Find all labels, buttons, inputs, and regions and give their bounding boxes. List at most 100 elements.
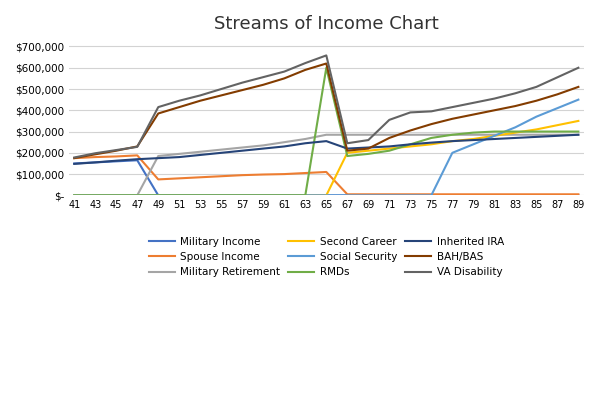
Military Retirement [491, 132, 498, 137]
Second Career [491, 134, 498, 138]
Military Income [365, 193, 372, 198]
Inherited IRA [197, 152, 204, 157]
Military Income [428, 193, 435, 198]
Spouse Income [113, 154, 120, 159]
Second Career [113, 193, 120, 198]
RMDs [533, 129, 540, 134]
Social Security [344, 193, 351, 198]
Inherited IRA [71, 162, 78, 166]
Social Security [470, 142, 477, 147]
Military Retirement [302, 137, 309, 142]
RMDs [197, 193, 204, 198]
Military Income [176, 193, 183, 198]
RMDs [176, 193, 183, 198]
Inherited IRA [92, 160, 99, 165]
Line: Second Career: Second Career [74, 121, 578, 195]
BAH/BAS [218, 93, 225, 98]
Military Retirement [281, 140, 288, 144]
Inherited IRA [491, 137, 498, 142]
RMDs [575, 129, 582, 134]
Line: Military Retirement: Military Retirement [74, 135, 578, 195]
VA Disability [218, 87, 225, 92]
RMDs [281, 193, 288, 198]
BAH/BAS [386, 136, 393, 140]
Military Retirement [365, 132, 372, 137]
BAH/BAS [575, 84, 582, 89]
Social Security [386, 193, 393, 198]
VA Disability [428, 109, 435, 114]
Second Career [239, 193, 246, 198]
Military Income [533, 193, 540, 198]
Line: VA Disability: VA Disability [74, 56, 578, 158]
VA Disability [344, 141, 351, 146]
Military Retirement [71, 193, 78, 198]
RMDs [92, 193, 99, 198]
RMDs [71, 193, 78, 198]
BAH/BAS [239, 88, 246, 92]
Inherited IRA [575, 132, 582, 137]
Military Income [155, 193, 162, 198]
Social Security [302, 193, 309, 198]
Military Retirement [323, 132, 330, 137]
Inherited IRA [323, 139, 330, 144]
Military Retirement [533, 132, 540, 137]
VA Disability [302, 61, 309, 66]
Social Security [449, 150, 456, 155]
Inherited IRA [134, 157, 141, 162]
Inherited IRA [386, 144, 393, 149]
Spouse Income [260, 172, 267, 177]
Social Security [575, 97, 582, 102]
Second Career [134, 193, 141, 198]
Social Security [92, 193, 99, 198]
BAH/BAS [554, 92, 561, 97]
Spouse Income [407, 192, 414, 197]
BAH/BAS [428, 122, 435, 126]
Spouse Income [239, 173, 246, 178]
BAH/BAS [512, 104, 519, 108]
Social Security [428, 193, 435, 198]
Inherited IRA [344, 146, 351, 151]
RMDs [260, 193, 267, 198]
Second Career [449, 139, 456, 144]
Spouse Income [386, 192, 393, 197]
RMDs [407, 142, 414, 147]
Social Security [533, 114, 540, 119]
VA Disability [491, 96, 498, 101]
Military Retirement [197, 149, 204, 154]
Military Retirement [344, 132, 351, 137]
VA Disability [260, 75, 267, 80]
Military Income [386, 193, 393, 198]
Spouse Income [428, 192, 435, 197]
Second Career [365, 148, 372, 153]
Second Career [92, 193, 99, 198]
Line: Inherited IRA: Inherited IRA [74, 135, 578, 164]
Second Career [554, 123, 561, 128]
VA Disability [176, 98, 183, 103]
VA Disability [197, 93, 204, 98]
Military Income [113, 159, 120, 164]
VA Disability [71, 155, 78, 160]
Spouse Income [323, 170, 330, 174]
VA Disability [554, 75, 561, 80]
BAH/BAS [365, 146, 372, 151]
Military Income [239, 193, 246, 198]
Spouse Income [470, 192, 477, 197]
Military Income [512, 193, 519, 198]
Second Career [176, 193, 183, 198]
Social Security [71, 193, 78, 198]
Legend: Military Income, Spouse Income, Military Retirement, Second Career, Social Secur: Military Income, Spouse Income, Military… [143, 232, 509, 282]
Second Career [281, 193, 288, 198]
Line: RMDs: RMDs [74, 68, 578, 195]
RMDs [239, 193, 246, 198]
Line: Spouse Income: Spouse Income [74, 155, 578, 194]
RMDs [323, 65, 330, 70]
RMDs [113, 193, 120, 198]
Inherited IRA [113, 158, 120, 163]
Spouse Income [302, 171, 309, 176]
Social Security [218, 193, 225, 198]
Military Income [260, 193, 267, 198]
Inherited IRA [470, 138, 477, 142]
RMDs [491, 129, 498, 134]
Social Security [365, 193, 372, 198]
VA Disability [533, 84, 540, 89]
